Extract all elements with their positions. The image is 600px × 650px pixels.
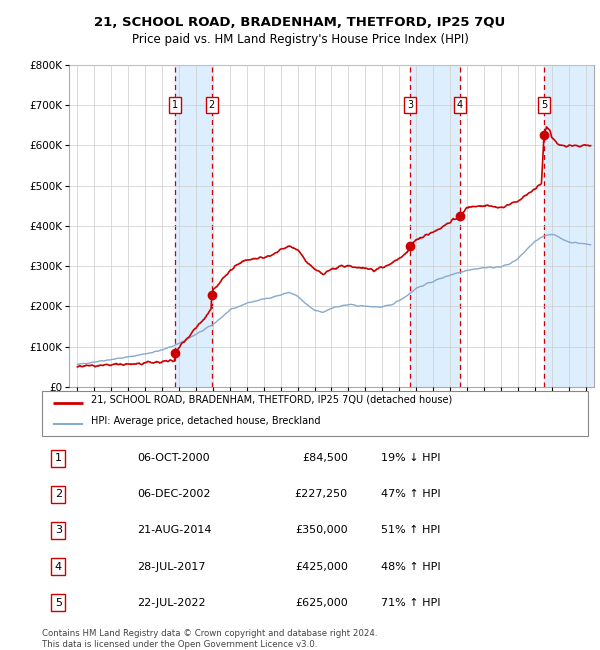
Text: £625,000: £625,000 bbox=[295, 598, 348, 608]
Text: 1: 1 bbox=[55, 453, 62, 463]
FancyBboxPatch shape bbox=[42, 391, 588, 436]
Bar bbox=[175, 65, 212, 387]
Text: 21, SCHOOL ROAD, BRADENHAM, THETFORD, IP25 7QU: 21, SCHOOL ROAD, BRADENHAM, THETFORD, IP… bbox=[94, 16, 506, 29]
Text: 51% ↑ HPI: 51% ↑ HPI bbox=[380, 525, 440, 536]
Text: 5: 5 bbox=[55, 598, 62, 608]
Text: 2: 2 bbox=[208, 100, 215, 110]
Text: Price paid vs. HM Land Registry's House Price Index (HPI): Price paid vs. HM Land Registry's House … bbox=[131, 32, 469, 46]
Text: £227,250: £227,250 bbox=[295, 489, 348, 499]
Text: 06-OCT-2000: 06-OCT-2000 bbox=[137, 453, 210, 463]
Text: 48% ↑ HPI: 48% ↑ HPI bbox=[380, 562, 440, 571]
Bar bbox=[544, 65, 594, 387]
Text: £84,500: £84,500 bbox=[302, 453, 348, 463]
Text: 4: 4 bbox=[457, 100, 463, 110]
Text: 21, SCHOOL ROAD, BRADENHAM, THETFORD, IP25 7QU (detached house): 21, SCHOOL ROAD, BRADENHAM, THETFORD, IP… bbox=[91, 395, 452, 404]
Text: £350,000: £350,000 bbox=[295, 525, 348, 536]
Text: 06-DEC-2002: 06-DEC-2002 bbox=[137, 489, 211, 499]
Text: 22-JUL-2022: 22-JUL-2022 bbox=[137, 598, 206, 608]
Text: This data is licensed under the Open Government Licence v3.0.: This data is licensed under the Open Gov… bbox=[42, 640, 317, 649]
Text: 5: 5 bbox=[541, 100, 547, 110]
Text: 1: 1 bbox=[172, 100, 178, 110]
Text: Contains HM Land Registry data © Crown copyright and database right 2024.: Contains HM Land Registry data © Crown c… bbox=[42, 629, 377, 638]
Text: 19% ↓ HPI: 19% ↓ HPI bbox=[380, 453, 440, 463]
Text: 47% ↑ HPI: 47% ↑ HPI bbox=[380, 489, 440, 499]
Text: 4: 4 bbox=[55, 562, 62, 571]
Text: 3: 3 bbox=[55, 525, 62, 536]
Text: 21-AUG-2014: 21-AUG-2014 bbox=[137, 525, 212, 536]
Text: 71% ↑ HPI: 71% ↑ HPI bbox=[380, 598, 440, 608]
Bar bbox=[410, 65, 460, 387]
Text: 2: 2 bbox=[55, 489, 62, 499]
Text: 3: 3 bbox=[407, 100, 413, 110]
Text: 28-JUL-2017: 28-JUL-2017 bbox=[137, 562, 206, 571]
Text: HPI: Average price, detached house, Breckland: HPI: Average price, detached house, Brec… bbox=[91, 416, 320, 426]
Text: £425,000: £425,000 bbox=[295, 562, 348, 571]
